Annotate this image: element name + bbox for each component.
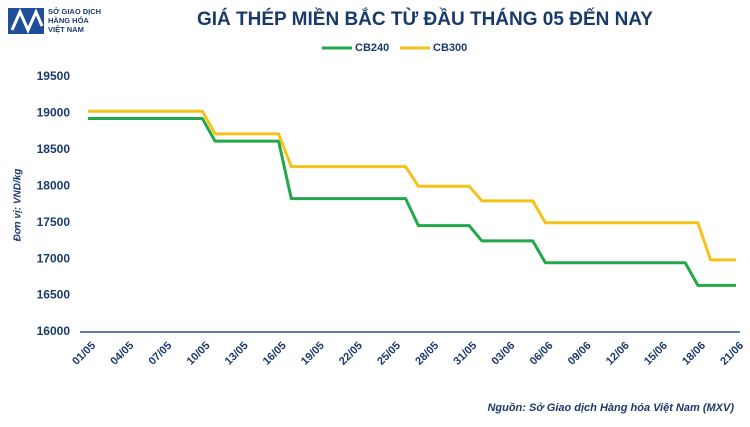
x-tick-label: 12/06	[604, 340, 632, 368]
y-tick-label: 16000	[37, 324, 71, 338]
logo: SỞ GIAO DỊCH HÀNG HÓA VIỆT NAM	[8, 7, 101, 34]
logo-text: SỞ GIAO DỊCH	[48, 7, 101, 16]
x-tick-label: 04/05	[108, 340, 136, 368]
x-tick-label: 10/05	[185, 340, 213, 368]
y-tick-label: 17500	[37, 215, 71, 229]
x-tick-label: 03/06	[490, 340, 518, 368]
x-tick-label: 21/06	[718, 340, 746, 368]
x-tick-label: 07/05	[146, 340, 174, 368]
legend-label: CB300	[433, 42, 467, 54]
x-tick-label: 01/05	[70, 340, 98, 368]
logo-icon	[10, 8, 44, 34]
chart-title: GIÁ THÉP MIỀN BẮC TỪ ĐẦU THÁNG 05 ĐẾN NA…	[197, 8, 653, 30]
legend-label: CB240	[355, 42, 389, 54]
x-tick-label: 19/05	[299, 340, 327, 368]
series-line	[88, 117, 736, 287]
x-tick-label: 22/05	[337, 340, 365, 368]
x-tick-label: 13/05	[223, 340, 251, 368]
y-tick-label: 19500	[37, 69, 71, 83]
series-line	[88, 109, 736, 262]
x-tick-label: 15/06	[642, 340, 670, 368]
x-tick-label: 09/06	[566, 340, 594, 368]
y-tick-label: 19000	[37, 106, 71, 120]
logo-mark	[8, 8, 44, 34]
x-tick-label: 31/05	[451, 340, 479, 368]
y-tick-label: 18000	[37, 178, 71, 192]
logo-text: VIỆT NAM	[48, 25, 84, 34]
source: Nguồn: Sở Giao dịch Hàng hóa Việt Nam (M…	[487, 402, 734, 414]
x-tick-label: 06/06	[528, 340, 556, 368]
x-tick-label: 18/06	[680, 340, 708, 368]
y-tick-label: 18500	[37, 142, 71, 156]
x-tick-label: 28/05	[413, 340, 441, 368]
y-tick-label: 16500	[37, 288, 71, 302]
y-tick-label: 17000	[37, 251, 71, 265]
y-axis-label: Đơn vị: VND/kg	[13, 169, 24, 242]
x-tick-label: 16/05	[261, 340, 289, 368]
logo-text: HÀNG HÓA	[48, 16, 89, 25]
x-tick-label: 25/05	[375, 340, 403, 368]
